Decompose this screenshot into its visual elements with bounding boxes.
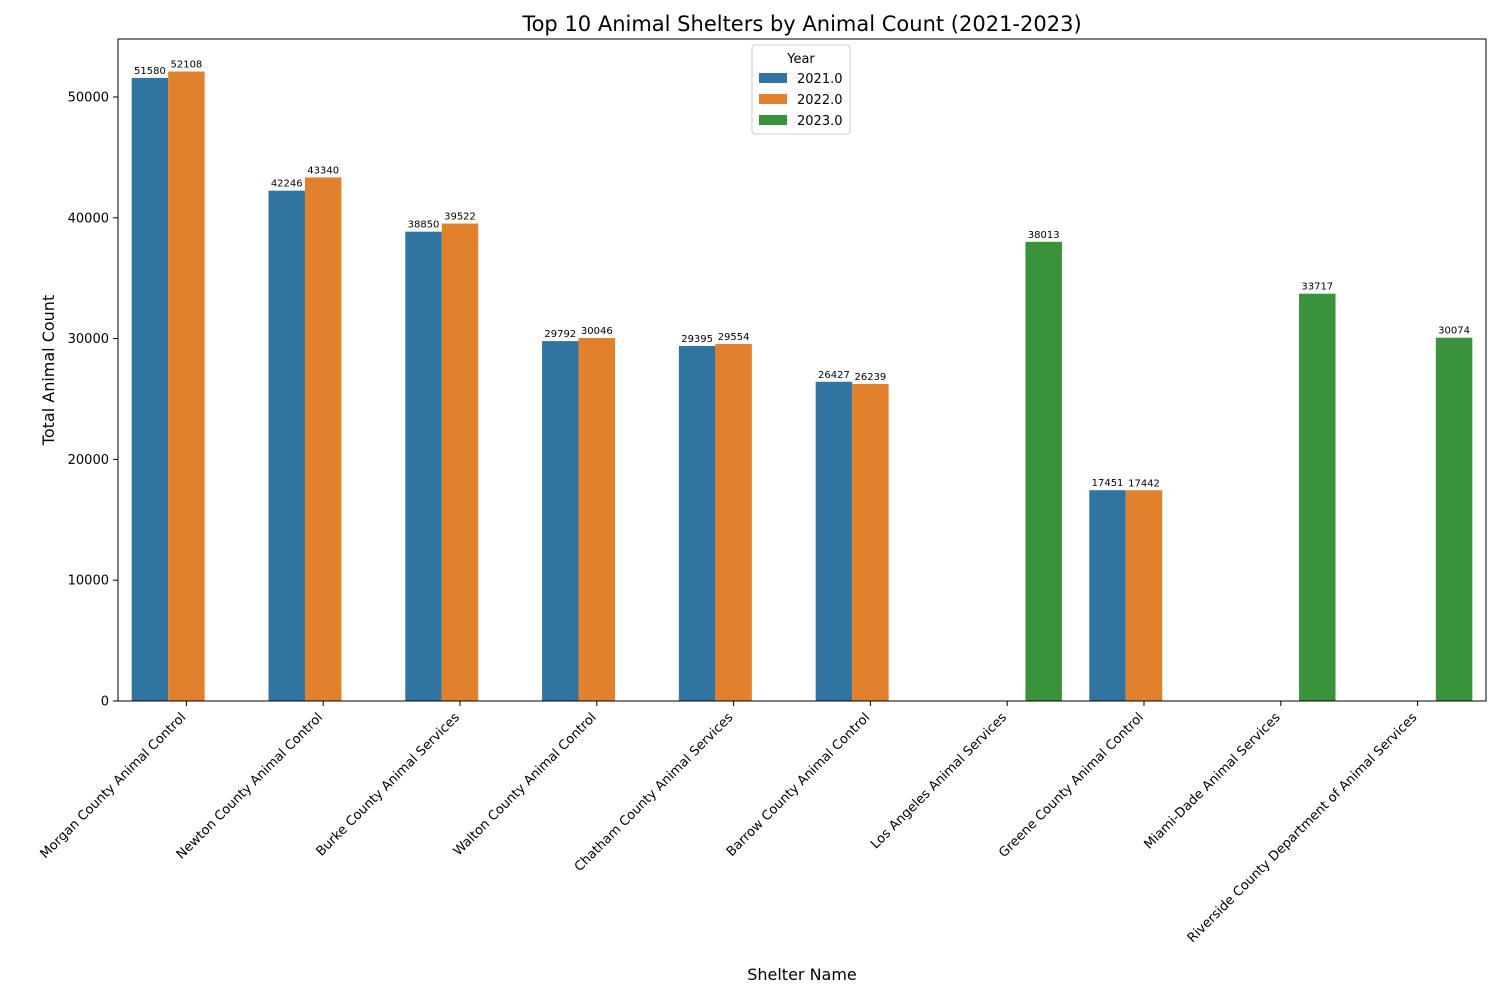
- y-axis-label: Total Animal Count: [39, 295, 58, 446]
- bar: [268, 190, 305, 701]
- y-tick-label: 40000: [68, 211, 109, 226]
- x-tick-label: Chatham County Animal Services: [572, 710, 737, 875]
- bar-value-label: 29395: [681, 334, 713, 345]
- bar-value-label: 29554: [718, 332, 750, 343]
- bar-value-label: 51580: [134, 66, 166, 77]
- y-axis-ticks: 0 10000 20000 30000 40000 50000: [68, 90, 118, 710]
- bar: [578, 338, 616, 701]
- y-tick-label: 0: [101, 695, 109, 710]
- y-tick-label: 50000: [68, 90, 109, 105]
- y-tick-label: 20000: [68, 453, 109, 468]
- x-tick-label: Miami-Dade Animal Services: [1141, 710, 1283, 852]
- x-tick-label: Greene County Animal Control: [996, 710, 1147, 861]
- bar-value-label: 33717: [1301, 282, 1333, 293]
- bar-value-label: 43340: [307, 165, 339, 176]
- legend-box: [751, 44, 851, 135]
- bar-value-label: 39522: [444, 212, 476, 223]
- x-tick-label: Walton County Animal Control: [451, 710, 600, 859]
- legend-swatch: [759, 73, 787, 83]
- bar: [168, 71, 205, 702]
- bar-value-label: 38850: [408, 220, 440, 231]
- x-tick-label: Los Angeles Animal Services: [868, 710, 1010, 852]
- x-tick-label: Burke County Animal Services: [314, 710, 463, 859]
- legend-label: 2022.0: [797, 93, 843, 108]
- chart-title: Top 10 Animal Shelters by Animal Count (…: [521, 12, 1081, 36]
- bar-value-label: 42246: [271, 179, 303, 190]
- x-axis-label: Shelter Name: [747, 965, 857, 984]
- bar: [1089, 490, 1126, 701]
- bar-value-label: 26427: [818, 370, 850, 381]
- bar-value-label: 30046: [581, 326, 613, 337]
- bar-labels-group: 51580 42246 38850 29792 29395 26427 17451 52108…: [134, 60, 1470, 490]
- x-tick-label: Riverside County Department of Animal Se…: [1185, 710, 1421, 946]
- bar: [1435, 337, 1473, 701]
- bar: [1299, 293, 1336, 701]
- x-tick-label: Morgan County Animal Control: [38, 710, 190, 862]
- bar: [678, 345, 716, 701]
- bar-value-label: 52108: [170, 60, 202, 71]
- bar: [715, 343, 752, 701]
- legend-label: 2021.0: [797, 72, 843, 87]
- bar-value-label: 17451: [1092, 478, 1124, 489]
- bar: [1025, 241, 1062, 701]
- bar-value-label: 17442: [1128, 478, 1160, 489]
- legend-label: 2023.0: [797, 114, 843, 129]
- bar: [852, 384, 889, 701]
- x-tick-label: Barrow County Animal Control: [724, 710, 873, 859]
- bar: [815, 381, 853, 701]
- bar-value-label: 38013: [1028, 230, 1060, 241]
- bars-group: [131, 71, 1473, 702]
- bar-value-label: 26239: [854, 372, 886, 383]
- bar: [542, 341, 579, 701]
- bar: [304, 177, 342, 702]
- bar-value-label: 29792: [544, 329, 576, 340]
- bar: [1125, 490, 1163, 701]
- plot-frame: [117, 38, 1487, 702]
- legend-swatch: [759, 115, 787, 125]
- bar: [405, 231, 442, 701]
- legend: Year 2021.0 2022.0 2023.0: [751, 44, 851, 135]
- bar: [131, 77, 169, 701]
- y-tick-label: 10000: [68, 574, 109, 589]
- bar: [441, 223, 479, 702]
- legend-swatch: [759, 94, 787, 104]
- legend-items: 2021.0 2022.0 2023.0: [759, 72, 843, 129]
- y-tick-label: 30000: [68, 332, 109, 347]
- bar-value-label: 30074: [1438, 326, 1470, 337]
- x-tick-label: Newton County Animal Control: [174, 710, 326, 862]
- legend-title: Year: [786, 52, 815, 67]
